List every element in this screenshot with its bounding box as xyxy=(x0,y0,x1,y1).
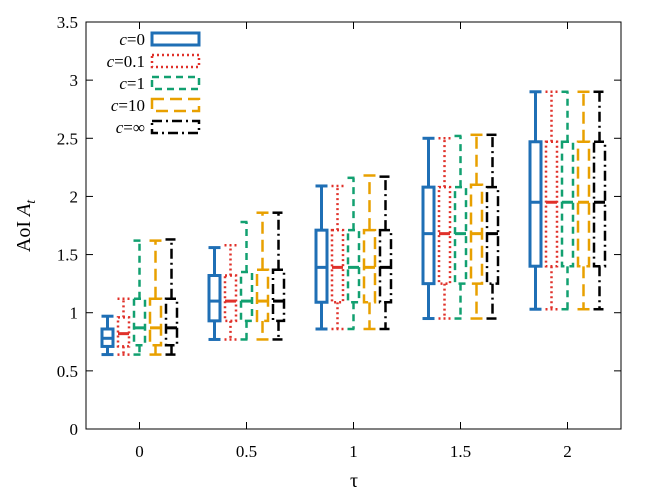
legend-item: c=0.1 xyxy=(107,52,201,71)
box xyxy=(116,316,131,348)
box xyxy=(132,297,147,347)
series-3 xyxy=(148,90,591,356)
legend-item: c=∞ xyxy=(116,118,201,137)
legend-item: c=10 xyxy=(111,96,201,115)
y-tick-label: 0.5 xyxy=(57,362,78,381)
box xyxy=(437,185,452,285)
series-1 xyxy=(116,90,559,356)
box xyxy=(164,297,179,347)
box xyxy=(560,140,575,268)
x-tick-label: 0 xyxy=(135,442,144,461)
y-tick-label: 1 xyxy=(70,304,79,323)
y-tick-label: 3.5 xyxy=(57,13,78,32)
box xyxy=(223,274,238,323)
y-axis-label-main: AoI xyxy=(13,216,35,252)
series-0 xyxy=(100,90,543,357)
box xyxy=(207,274,222,323)
series-2 xyxy=(132,90,575,356)
box xyxy=(271,268,286,323)
y-axis-label: AoI At xyxy=(13,199,39,252)
x-axis-label: τ xyxy=(350,470,358,492)
box xyxy=(592,140,607,268)
legend-label: c=10 xyxy=(111,96,145,115)
legend-label: c=∞ xyxy=(116,118,145,137)
box xyxy=(255,268,270,323)
x-tick-label: 1.5 xyxy=(450,442,471,461)
y-tick-label: 0 xyxy=(70,420,79,439)
y-tick-label: 1.5 xyxy=(57,246,78,265)
x-tick-label: 2 xyxy=(563,442,572,461)
box-series xyxy=(100,90,607,357)
legend-swatch xyxy=(150,75,201,91)
legend-label: c=0.1 xyxy=(107,52,145,71)
y-axis-label-var: A xyxy=(13,203,35,218)
legend: c=0 c=0.1 c=1 c=10 c=∞ xyxy=(107,30,201,137)
box xyxy=(239,270,254,323)
box xyxy=(421,185,436,286)
box xyxy=(528,140,543,268)
box xyxy=(453,185,468,285)
box xyxy=(544,140,559,268)
legend-label: c=1 xyxy=(119,74,145,93)
y-tick-label: 3 xyxy=(70,71,79,90)
x-tick-label: 1 xyxy=(349,442,358,461)
legend-item: c=0 xyxy=(119,30,201,49)
y-tick-label: 2 xyxy=(70,187,79,206)
series-4 xyxy=(164,90,607,356)
box xyxy=(148,297,163,347)
legend-swatch xyxy=(150,53,201,69)
legend-swatch xyxy=(150,97,201,113)
box xyxy=(485,185,500,285)
y-axis-label-sub: t xyxy=(24,199,39,204)
legend-item: c=1 xyxy=(119,74,201,93)
box xyxy=(576,140,591,268)
legend-swatch xyxy=(150,31,201,47)
y-tick-label: 2.5 xyxy=(57,129,78,148)
axis-ticks: 0 0.5 1 1.5 2 2.5 3 3.5 0 0.5 1 1.5 2 xyxy=(57,13,621,461)
x-tick-label: 0.5 xyxy=(236,442,257,461)
legend-swatch xyxy=(150,119,201,135)
legend-label: c=0 xyxy=(119,30,145,49)
